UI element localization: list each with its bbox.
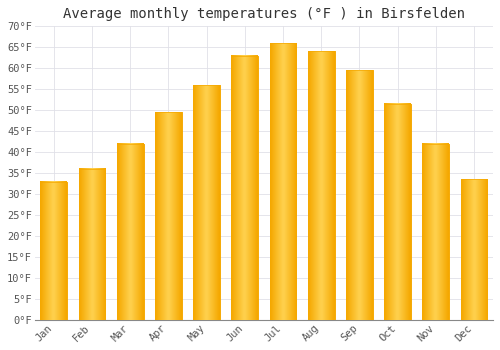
Bar	[460, 180, 487, 320]
Bar	[270, 43, 296, 320]
Bar	[422, 144, 449, 320]
Bar	[346, 70, 372, 320]
Bar	[384, 104, 411, 320]
Bar	[308, 51, 334, 320]
Bar	[193, 85, 220, 320]
Bar	[78, 169, 106, 320]
Bar	[117, 144, 143, 320]
Bar	[232, 56, 258, 320]
Title: Average monthly temperatures (°F ) in Birsfelden: Average monthly temperatures (°F ) in Bi…	[63, 7, 465, 21]
Bar	[40, 182, 67, 320]
Bar	[155, 112, 182, 320]
